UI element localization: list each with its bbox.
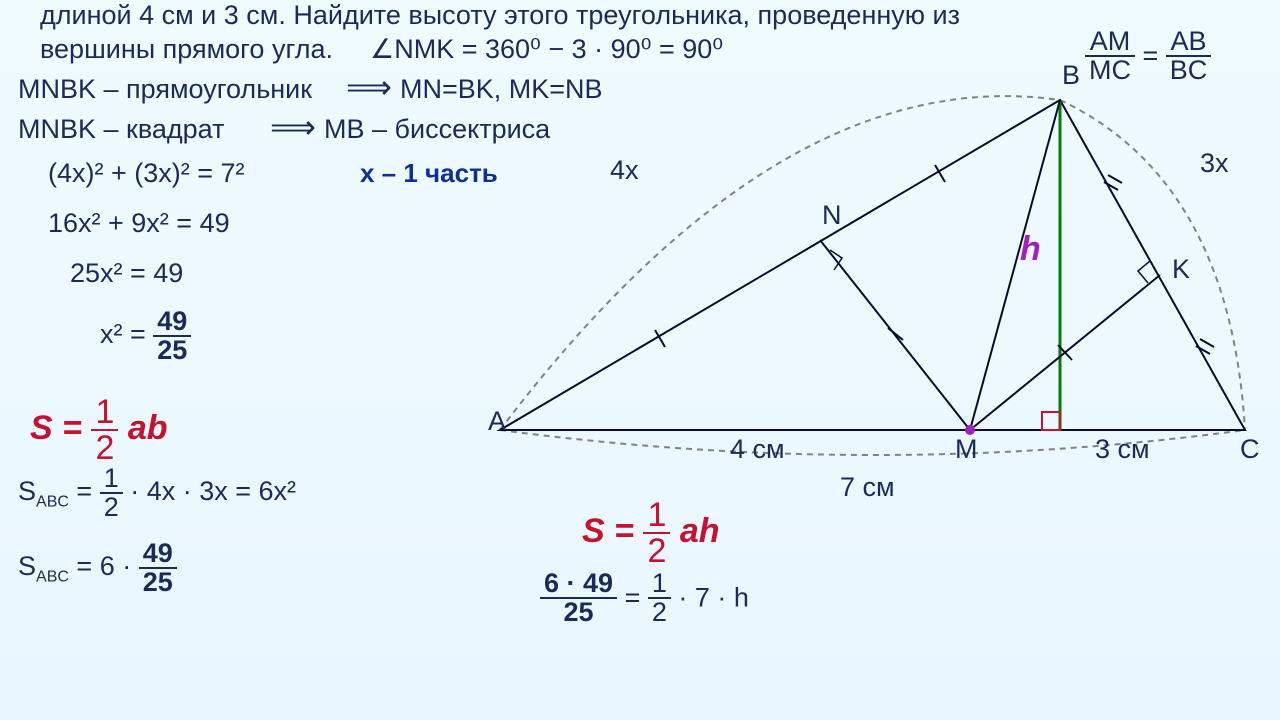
label-7cm: 7 см: [840, 472, 895, 503]
label-K: K: [1172, 254, 1190, 285]
label-A: A: [488, 406, 506, 437]
label-4x: 4х: [610, 155, 639, 186]
label-4cm: 4 см: [730, 434, 785, 465]
label-3x: 3х: [1200, 148, 1229, 179]
label-B: B: [1062, 60, 1080, 91]
label-M: M: [955, 434, 978, 465]
label-C: C: [1240, 434, 1260, 465]
diagram: [0, 0, 1280, 720]
label-h: h: [1020, 230, 1041, 269]
label-N: N: [822, 200, 842, 231]
label-3cm: 3 см: [1095, 434, 1150, 465]
